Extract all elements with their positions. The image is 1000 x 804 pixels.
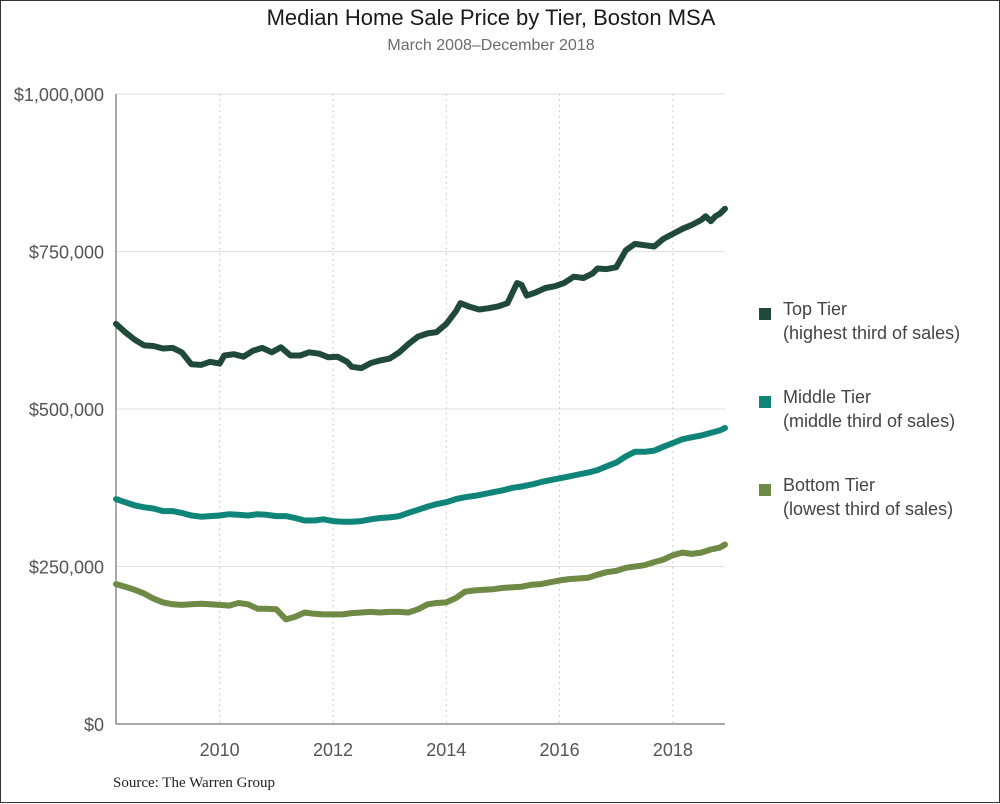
y-tick-label-1: $250,000 [29,558,104,578]
x-tick-label-3: 2016 [540,740,580,760]
y-tick-label-0: $0 [84,715,104,735]
legend-sublabel-bottom-tier: (lowest third of sales) [783,499,954,519]
x-tick-label-4: 2018 [653,740,693,760]
legend-sublabel-middle-tier: (middle third of sales) [783,411,956,431]
source-note: Source: The Warren Group [113,775,275,791]
legend-swatch-middle-tier [759,396,771,408]
legend-label-middle-tier: Middle Tier [783,387,872,407]
chart-title: Median Home Sale Price by Tier, Boston M… [266,5,716,30]
x-tick-label-0: 2010 [200,740,240,760]
y-tick-label-4: $1,000,000 [14,85,104,105]
legend-sublabel-top-tier: (highest third of sales) [783,323,961,343]
y-tick-label-3: $750,000 [29,243,104,263]
chart-subtitle: March 2008–December 2018 [387,37,595,54]
x-tick-label-2: 2014 [426,740,466,760]
y-tick-label-2: $500,000 [29,400,104,420]
series-line-top-tier [113,205,728,372]
series-line-bottom-tier [113,541,728,623]
legend-label-top-tier: Top Tier [783,299,848,319]
legend-label-bottom-tier: Bottom Tier [783,475,876,495]
legend-swatch-bottom-tier [759,484,771,496]
legend-swatch-top-tier [759,308,771,320]
series-line-middle-tier [113,424,728,525]
x-tick-label-1: 2012 [313,740,353,760]
